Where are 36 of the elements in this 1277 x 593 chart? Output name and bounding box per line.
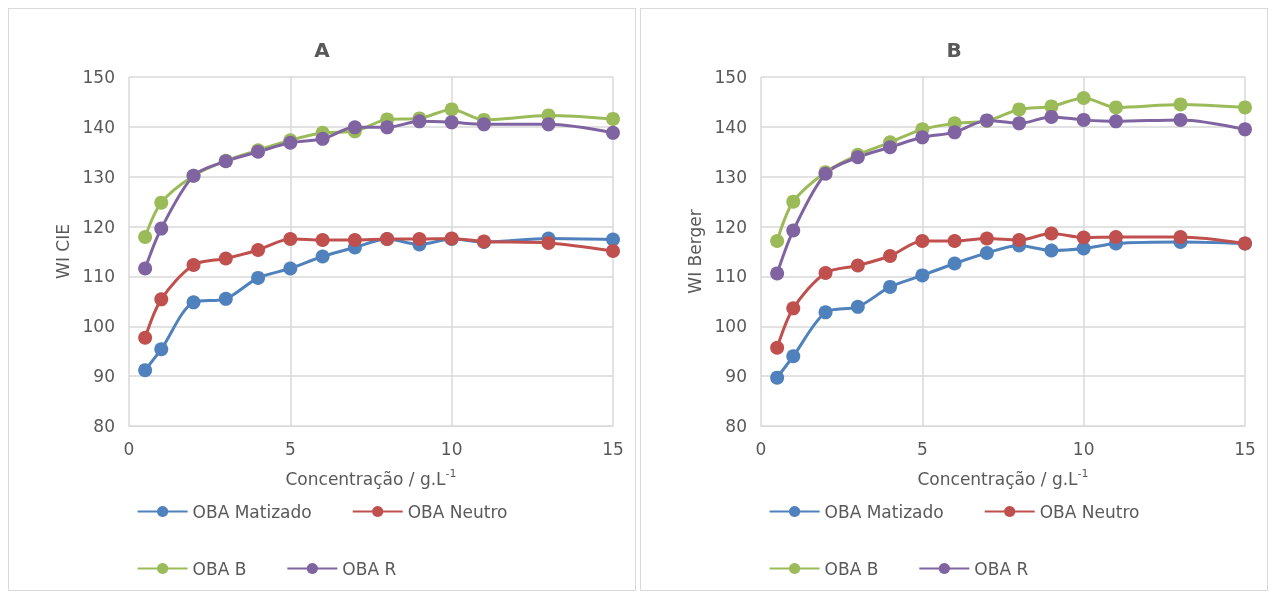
y-tick-label: 130 [82,166,115,187]
chart-title: B [946,38,962,62]
legend-label: OBA R [342,558,397,579]
x-tick-label: 10 [1072,438,1095,459]
x-tick-label: 15 [1234,438,1256,459]
y-tick-label: 90 [93,366,115,387]
y-tick-label: 150 [82,67,115,87]
y-tick-label: 90 [725,366,747,387]
legend-label: OBA Matizado [824,501,944,522]
y-tick-label: 80 [93,416,115,436]
y-tick-label: 140 [714,116,747,137]
legend-label: OBA Neutro [1039,501,1140,522]
x-tick-label: 0 [123,438,135,459]
y-tick-label: 110 [714,266,747,287]
x-tick-label: 5 [916,438,928,459]
chart-title: A [314,38,331,62]
x-tick-label: 10 [440,438,463,459]
y-tick-label: 100 [714,316,747,337]
legend-label: OBA R [974,558,1029,579]
x-tick-label: 15 [602,438,624,459]
y-tick-label: 120 [714,216,747,237]
x-tick-label: 0 [755,438,767,459]
legend-label: OBA B [824,558,879,579]
y-tick-label: 150 [714,67,747,87]
y-tick-label: 140 [82,116,115,137]
legend-label: OBA Matizado [192,501,312,522]
legend-label: OBA B [192,558,247,579]
legend-label: OBA Neutro [407,501,508,522]
y-tick-label: 80 [725,416,747,436]
y-tick-label: 130 [714,166,747,187]
x-tick-label: 5 [284,438,296,459]
y-axis-title: WI Berger [685,209,706,294]
y-tick-label: 120 [82,216,115,237]
y-axis-title: WI CIE [53,224,74,279]
y-tick-label: 100 [82,316,115,337]
y-tick-label: 110 [82,266,115,287]
